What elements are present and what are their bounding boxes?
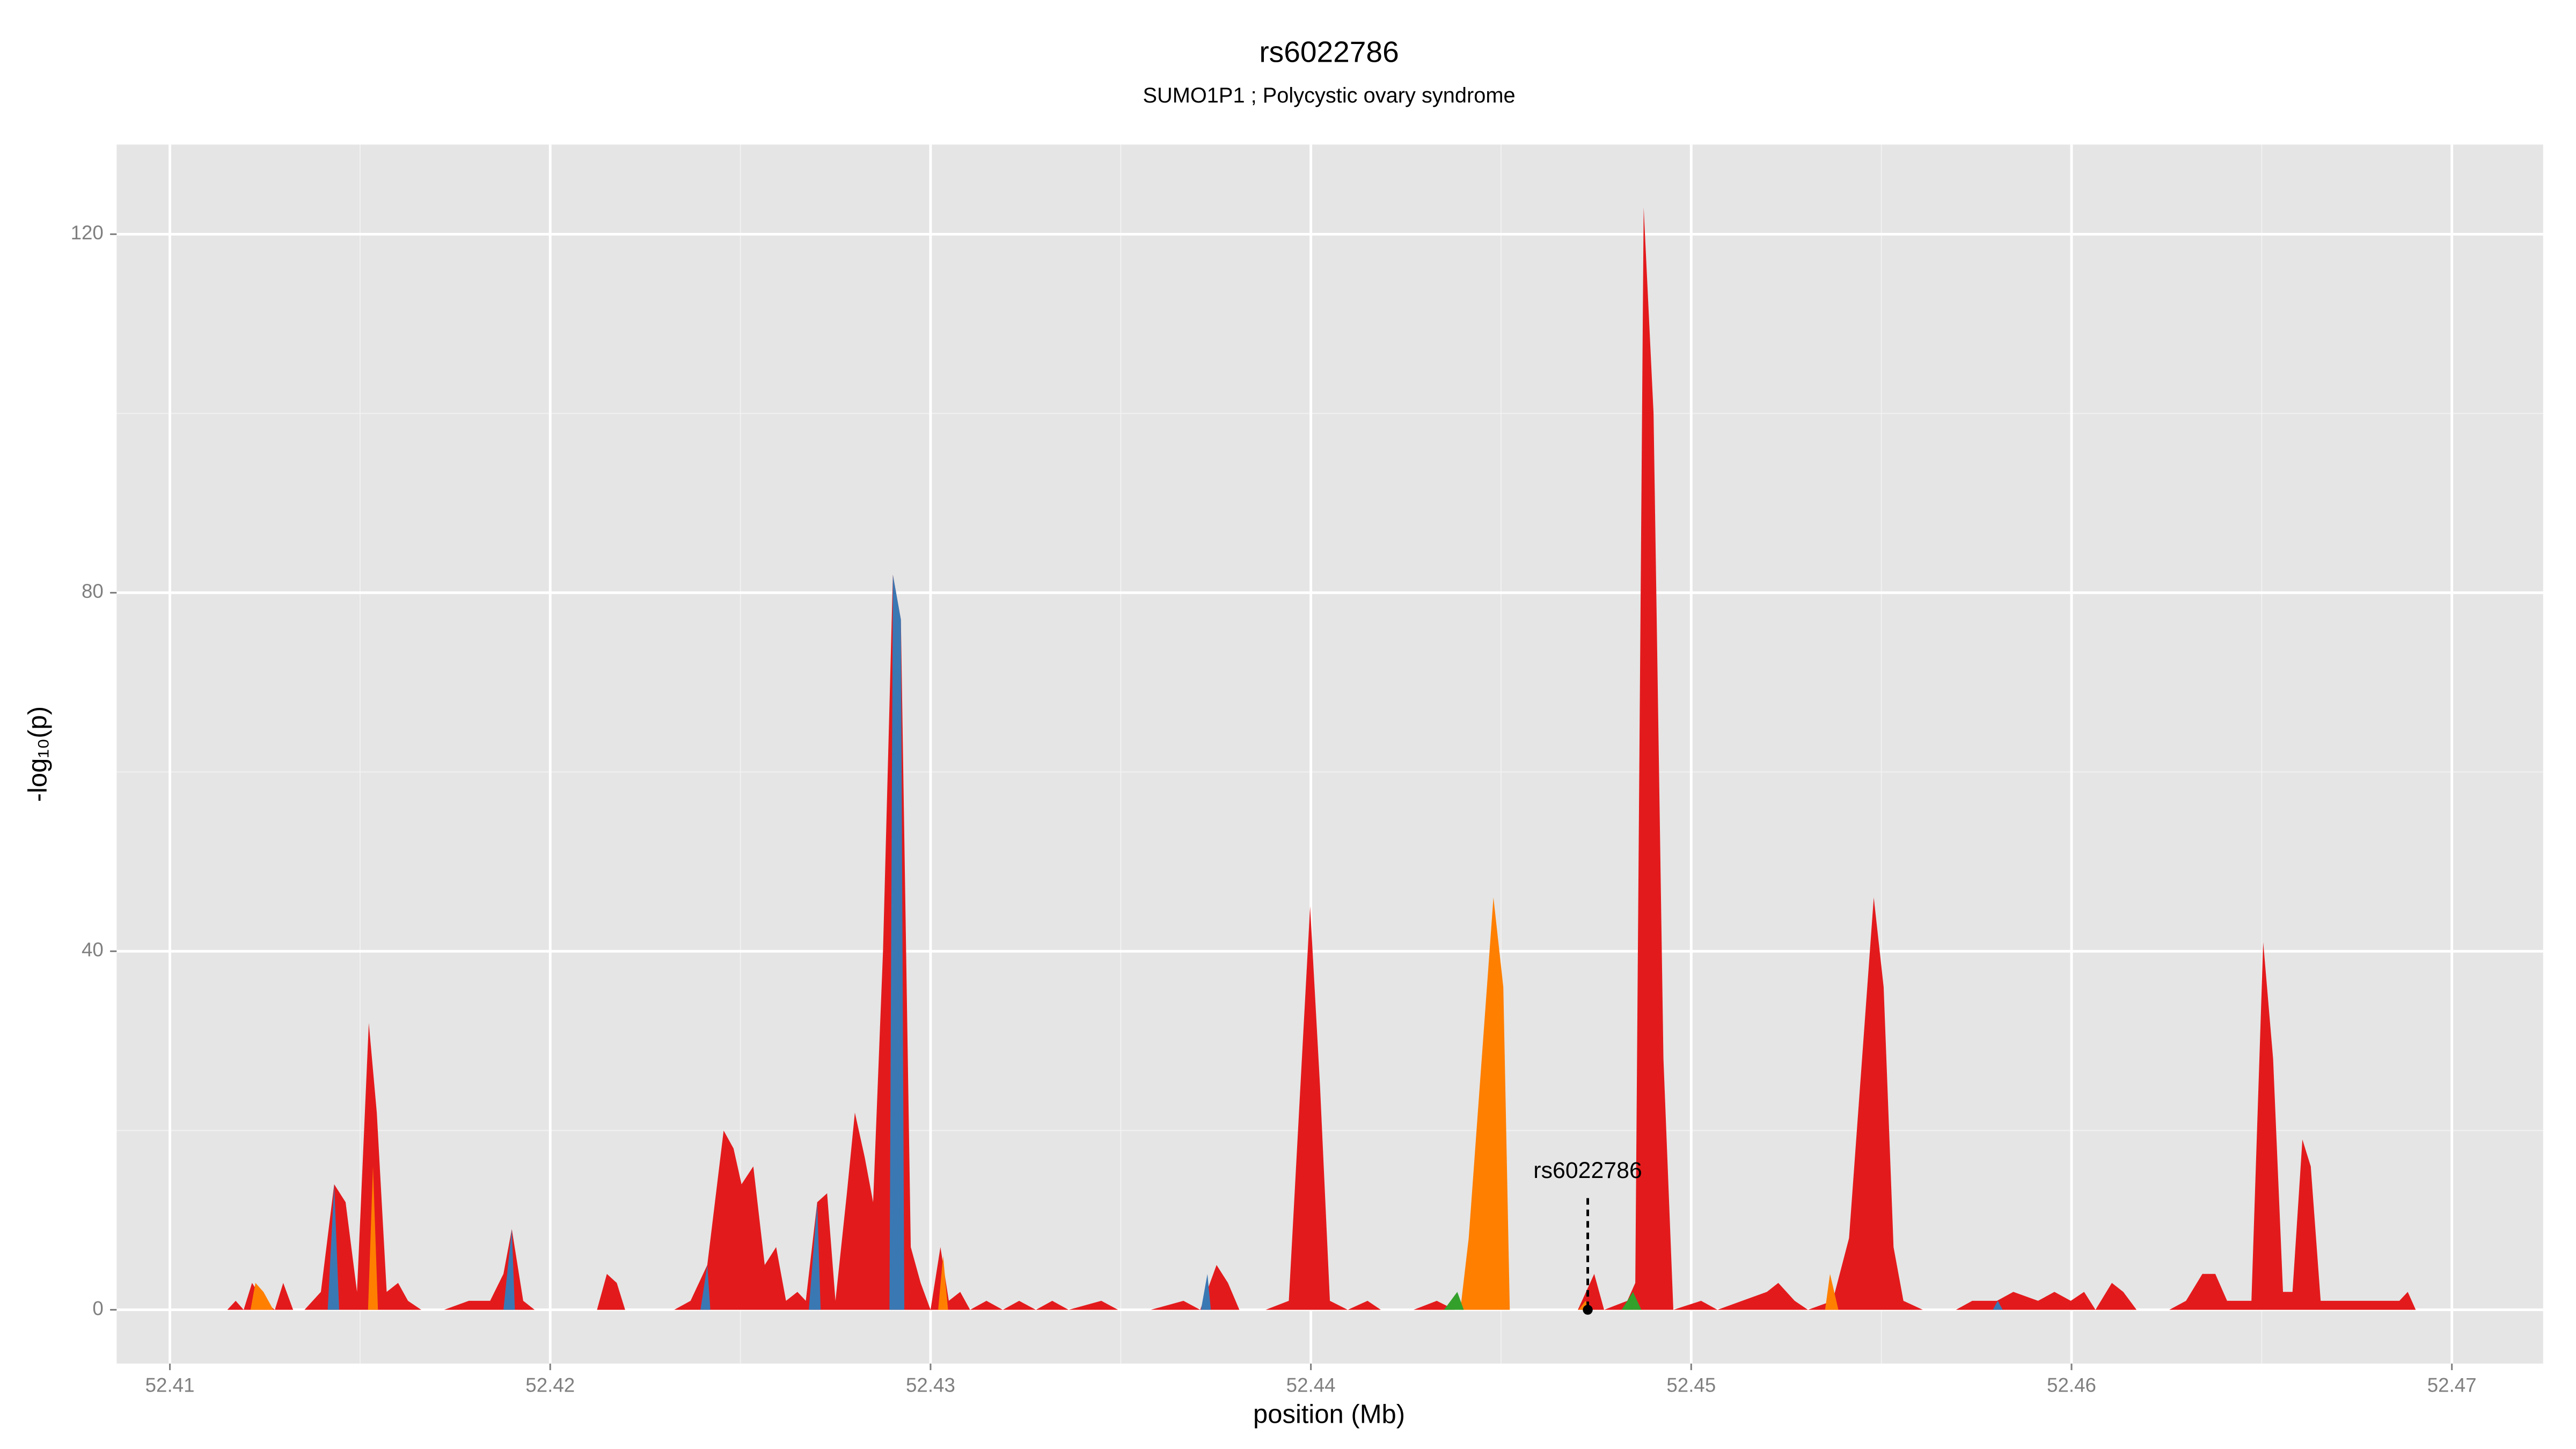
y-tick-label: 80 — [82, 580, 104, 602]
chart-subtitle: SUMO1P1 ; Polycystic ovary syndrome — [1143, 84, 1515, 107]
area — [938, 1256, 948, 1310]
x-axis-title: position (Mb) — [1253, 1400, 1405, 1429]
x-tick-label: 52.46 — [2047, 1374, 2096, 1396]
area — [1444, 1292, 1464, 1310]
area — [809, 1202, 821, 1310]
x-tick-label: 52.47 — [2427, 1374, 2477, 1396]
plot-panel — [116, 144, 2543, 1364]
x-tick-label: 52.45 — [1666, 1374, 1716, 1396]
x-tick-label: 52.42 — [525, 1374, 575, 1396]
area — [700, 1265, 711, 1310]
areas: rs6022786 — [227, 207, 2433, 1315]
area — [327, 1184, 339, 1310]
area — [1460, 897, 1510, 1310]
area — [1201, 1274, 1211, 1310]
area — [250, 1283, 274, 1310]
area — [1993, 1300, 2003, 1310]
area — [368, 1166, 378, 1310]
axes: 52.41 52.42 52.43 52.44 52.45 52.46 52.47 0 40 80… — [71, 222, 2477, 1396]
x-tick-label: 52.44 — [1286, 1374, 1336, 1396]
y-tick-label: 40 — [82, 939, 104, 961]
annotation-point — [1583, 1305, 1593, 1315]
y-axis-title: -log₁₀(p) — [23, 706, 52, 802]
chart-title: rs6022786 — [1259, 35, 1399, 69]
x-tick-label: 52.41 — [145, 1374, 195, 1396]
annotation-label: rs6022786 — [1533, 1158, 1642, 1183]
area — [227, 207, 2433, 1310]
area — [503, 1229, 515, 1310]
y-tick-label: 120 — [71, 222, 104, 244]
x-tick-label: 52.43 — [906, 1374, 955, 1396]
y-tick-label: 0 — [92, 1297, 103, 1319]
area — [1825, 1274, 1839, 1310]
area — [889, 575, 905, 1310]
area — [1621, 1292, 1642, 1310]
